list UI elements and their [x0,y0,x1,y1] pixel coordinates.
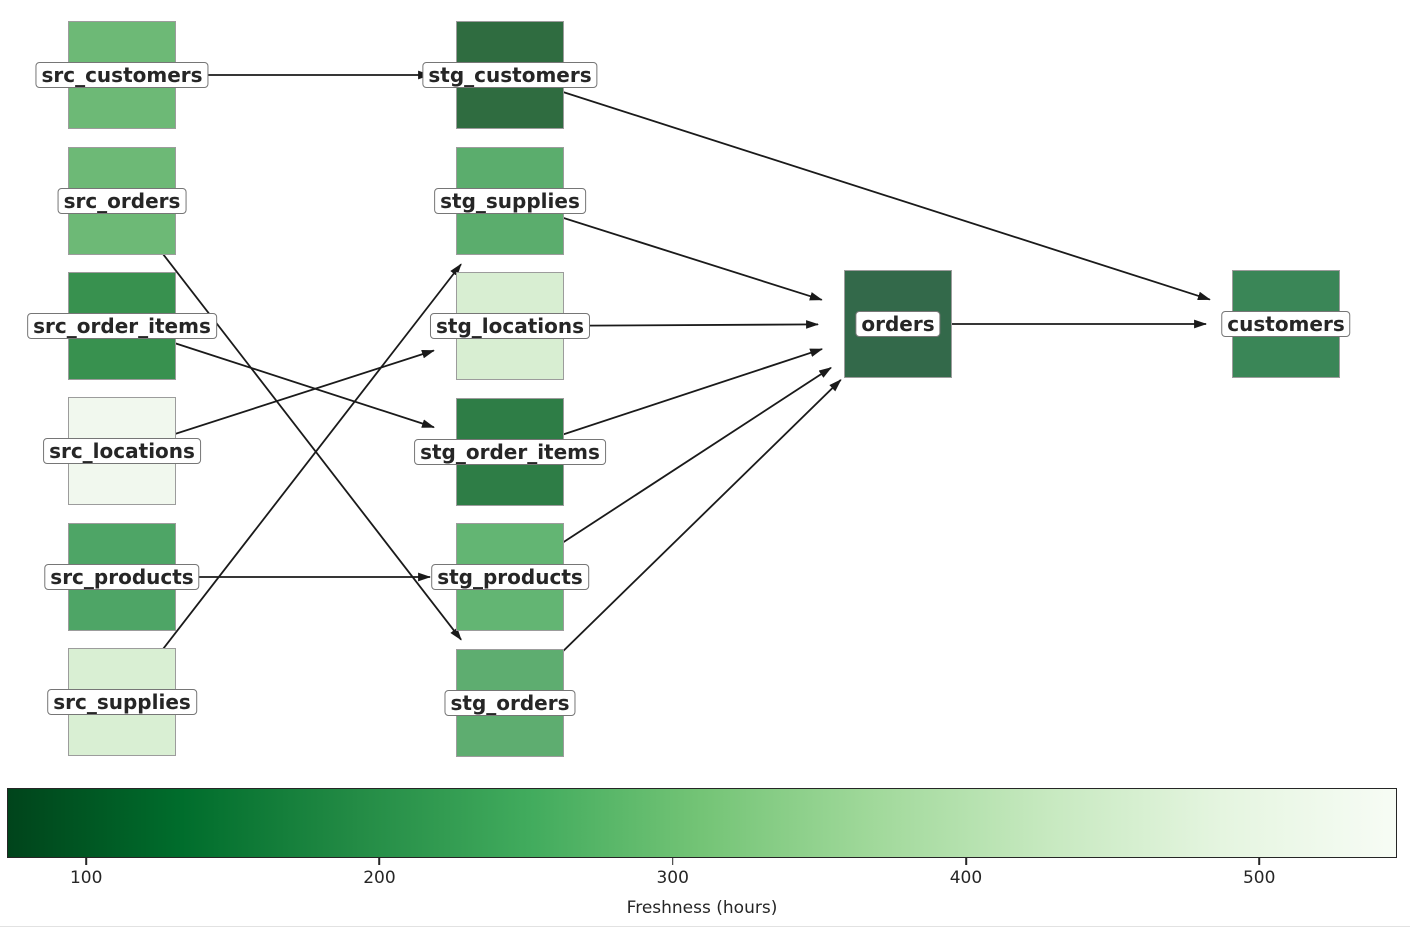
node-label-src_locations: src_locations [43,438,201,464]
node-label-src_products: src_products [44,564,200,590]
node-label-src_order_items: src_order_items [27,313,217,339]
colorbar-tick-mark-500 [1258,858,1260,865]
node-label-stg_order_items: stg_order_items [414,439,606,465]
colorbar-tick-label-200: 200 [363,868,396,888]
node-label-src_customers: src_customers [35,62,209,88]
node-label-src_orders: src_orders [57,188,187,214]
edge-src_orders-to-stg_orders [121,200,462,641]
colorbar-tick-label-500: 500 [1242,868,1276,888]
colorbar-tick-label-400: 400 [949,868,983,888]
node-label-customers: customers [1221,311,1351,337]
edge-stg_customers-to-customers [509,74,1211,301]
node-label-src_supplies: src_supplies [47,689,197,715]
colorbar-tick-label-100: 100 [69,868,103,888]
colorbar-tick-mark-200 [378,858,381,865]
colorbar-tick-mark-100 [85,858,87,865]
colorbar-gradient [7,788,1397,858]
node-label-stg_customers: stg_customers [422,62,598,88]
node-label-orders: orders [855,311,941,337]
colorbar-tick-mark-400 [965,858,967,865]
node-label-stg_orders: stg_orders [444,690,576,716]
colorbar-tick-mark-300 [671,858,674,865]
node-label-stg_products: stg_products [431,564,589,590]
node-label-stg_locations: stg_locations [429,313,591,339]
colorbar-axis-label: Freshness (hours) [626,898,778,918]
node-label-stg_supplies: stg_supplies [434,188,586,214]
edge-stg_orders-to-orders [509,379,842,704]
colorbar-tick-label-300: 300 [656,868,689,888]
edge-src_supplies-to-stg_supplies [121,263,462,703]
